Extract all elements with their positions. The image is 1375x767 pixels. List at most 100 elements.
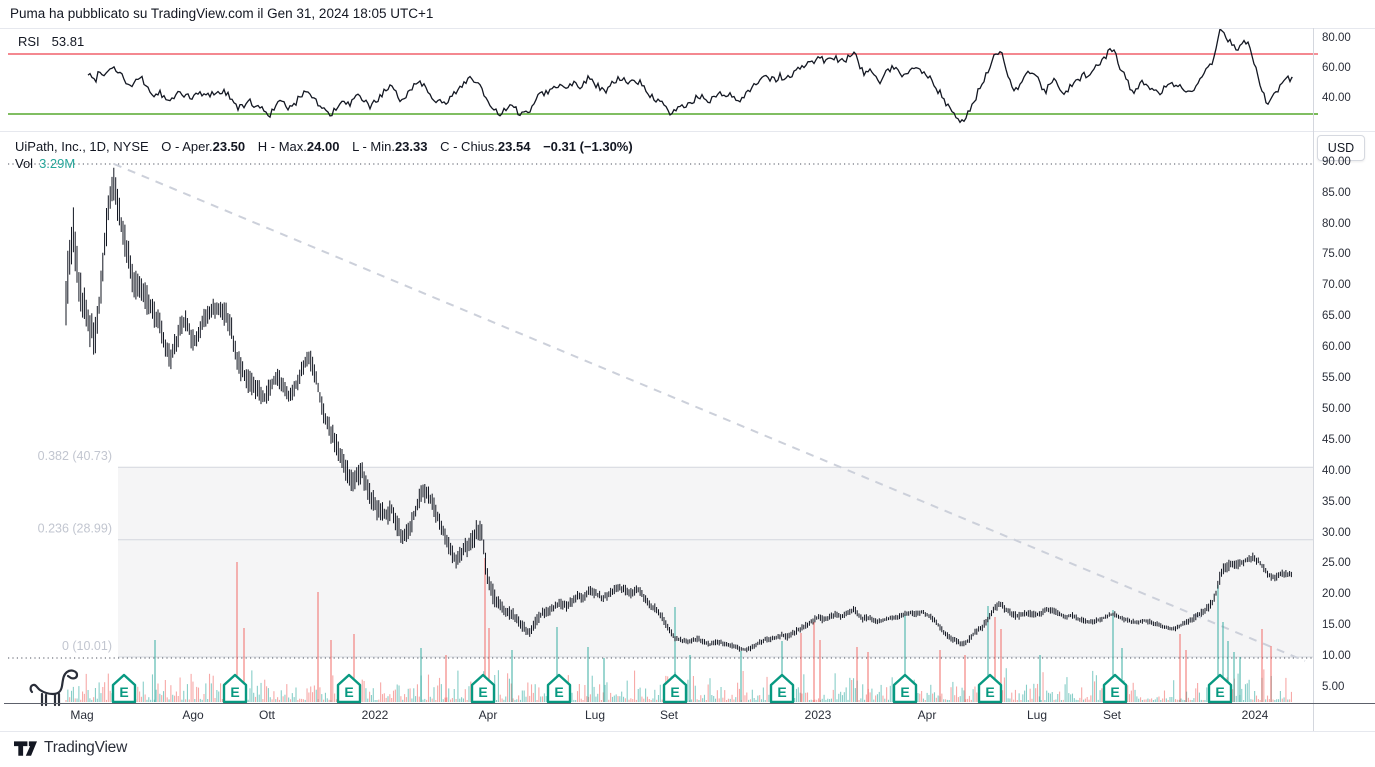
earnings-icon[interactable]: E bbox=[1102, 673, 1128, 704]
volume-spike bbox=[484, 558, 486, 702]
header-divider bbox=[0, 28, 1375, 29]
volume-spike bbox=[1261, 629, 1263, 702]
earnings-icon[interactable]: E bbox=[1207, 673, 1233, 704]
price-axis-label: 80.00 bbox=[1322, 217, 1351, 230]
price-axis-label: 30.00 bbox=[1322, 526, 1351, 539]
low-value: 23.33 bbox=[394, 139, 428, 154]
price-axis-label: 90.00 bbox=[1322, 155, 1351, 168]
svg-text:E: E bbox=[119, 684, 128, 700]
high-label: H - Max. bbox=[257, 139, 307, 154]
earnings-icon[interactable]: E bbox=[336, 673, 362, 704]
volume-spike bbox=[353, 634, 355, 702]
symbol-title: UiPath, Inc., 1D, NYSE bbox=[15, 139, 149, 154]
rsi-legend: RSI 53.81 bbox=[18, 34, 84, 49]
volume-spike bbox=[1000, 629, 1002, 702]
volume-spike bbox=[994, 617, 996, 702]
price-axis-label: 10.00 bbox=[1322, 650, 1351, 663]
volume-spike bbox=[603, 658, 605, 702]
volume-spike bbox=[1239, 657, 1241, 702]
price-axis-label: 75.00 bbox=[1322, 248, 1351, 261]
volume-spike bbox=[1227, 641, 1229, 702]
earnings-icon[interactable]: E bbox=[977, 673, 1003, 704]
earnings-icon[interactable]: E bbox=[546, 673, 572, 704]
fib-retracement-band bbox=[118, 467, 1313, 658]
time-axis-label: 2024 bbox=[1241, 708, 1269, 722]
svg-text:E: E bbox=[777, 684, 786, 700]
svg-text:E: E bbox=[1215, 684, 1224, 700]
volume-spike bbox=[867, 652, 869, 702]
time-axis-label: Lug bbox=[584, 708, 606, 722]
svg-text:E: E bbox=[344, 684, 353, 700]
rsi-axis-label: 40.00 bbox=[1322, 92, 1351, 104]
volume-spike bbox=[1039, 655, 1041, 702]
volume-spike bbox=[445, 655, 447, 702]
time-axis-label: Ago bbox=[182, 708, 204, 722]
volume-spike bbox=[511, 650, 513, 702]
volume-spike bbox=[674, 607, 676, 702]
volume-spike bbox=[236, 562, 238, 702]
earnings-icon[interactable]: E bbox=[892, 673, 918, 704]
earnings-icon[interactable]: E bbox=[470, 673, 496, 704]
volume-spike bbox=[1222, 622, 1224, 702]
price-axis-label: 55.00 bbox=[1322, 372, 1351, 384]
svg-text:E: E bbox=[230, 684, 239, 700]
volume-spike bbox=[813, 622, 815, 702]
time-axis-label: Lug bbox=[1026, 708, 1048, 722]
volume-spike bbox=[1179, 634, 1181, 702]
trendline[interactable] bbox=[113, 163, 1306, 662]
price-axis-label: 85.00 bbox=[1322, 186, 1351, 199]
rsi-value: 53.81 bbox=[51, 34, 85, 49]
volume-spike bbox=[420, 648, 422, 702]
volume-legend: Vol 3.29M bbox=[15, 156, 75, 171]
price-axis-label: 45.00 bbox=[1322, 433, 1351, 446]
volume-spike bbox=[740, 651, 742, 702]
volume-spike bbox=[781, 641, 783, 702]
tradingview-footer[interactable]: TradingView bbox=[14, 739, 127, 757]
change-value: −0.31 (−1.30%) bbox=[543, 139, 633, 154]
symbol-legend: UiPath, Inc., 1D, NYSE O - Aper.23.50 H … bbox=[15, 139, 633, 154]
time-axis-label: Mag bbox=[70, 708, 94, 722]
svg-text:E: E bbox=[670, 684, 679, 700]
volume-spike bbox=[1233, 652, 1235, 702]
time-axis-label: Apr bbox=[478, 708, 498, 722]
price-axis-label: 20.00 bbox=[1322, 588, 1351, 601]
svg-text:E: E bbox=[900, 684, 909, 700]
earnings-icon[interactable]: E bbox=[662, 673, 688, 704]
volume-spike bbox=[1112, 610, 1114, 702]
volume-spike bbox=[587, 647, 589, 702]
price-axis-label: 25.00 bbox=[1322, 557, 1351, 570]
price-axis-label: 15.00 bbox=[1322, 619, 1351, 632]
volume-spike bbox=[1121, 648, 1123, 702]
svg-text:E: E bbox=[1110, 684, 1119, 700]
volume-spike bbox=[556, 627, 558, 702]
earnings-icon[interactable]: E bbox=[222, 673, 248, 704]
rsi-line-series bbox=[87, 27, 1293, 124]
low-label: L - Min. bbox=[352, 139, 395, 154]
price-axis-label: 70.00 bbox=[1322, 279, 1351, 292]
close-value: 23.54 bbox=[497, 139, 531, 154]
currency-button[interactable]: USD bbox=[1317, 135, 1365, 161]
rsi-indicator-label: RSI bbox=[18, 34, 40, 49]
rsi-axis-label: 80.00 bbox=[1322, 32, 1351, 44]
volume-spike bbox=[330, 640, 332, 702]
footer-divider bbox=[0, 731, 1375, 732]
svg-text:E: E bbox=[554, 684, 563, 700]
time-axis-label: 2022 bbox=[361, 708, 389, 722]
open-value: 23.50 bbox=[212, 139, 246, 154]
volume-spike bbox=[689, 655, 691, 702]
publish-attribution-text: Puma ha pubblicato su TradingView.com il… bbox=[10, 6, 434, 21]
volume-label: Vol bbox=[15, 156, 34, 171]
fib-level-label: 0.382 (40.73) bbox=[38, 449, 112, 463]
earnings-icon[interactable]: E bbox=[769, 673, 795, 704]
tradingview-brand-text: TradingView bbox=[44, 739, 128, 756]
volume-value: 3.29M bbox=[39, 156, 76, 171]
earnings-icon[interactable]: E bbox=[111, 673, 137, 704]
time-axis-label: Set bbox=[1102, 708, 1122, 722]
time-axis-label: Set bbox=[659, 708, 679, 722]
price-axis-border bbox=[1313, 28, 1314, 731]
volume-spike bbox=[800, 633, 802, 702]
price-axis-label: 65.00 bbox=[1322, 310, 1351, 323]
svg-text:E: E bbox=[478, 684, 487, 700]
price-axis-label: 35.00 bbox=[1322, 495, 1351, 508]
